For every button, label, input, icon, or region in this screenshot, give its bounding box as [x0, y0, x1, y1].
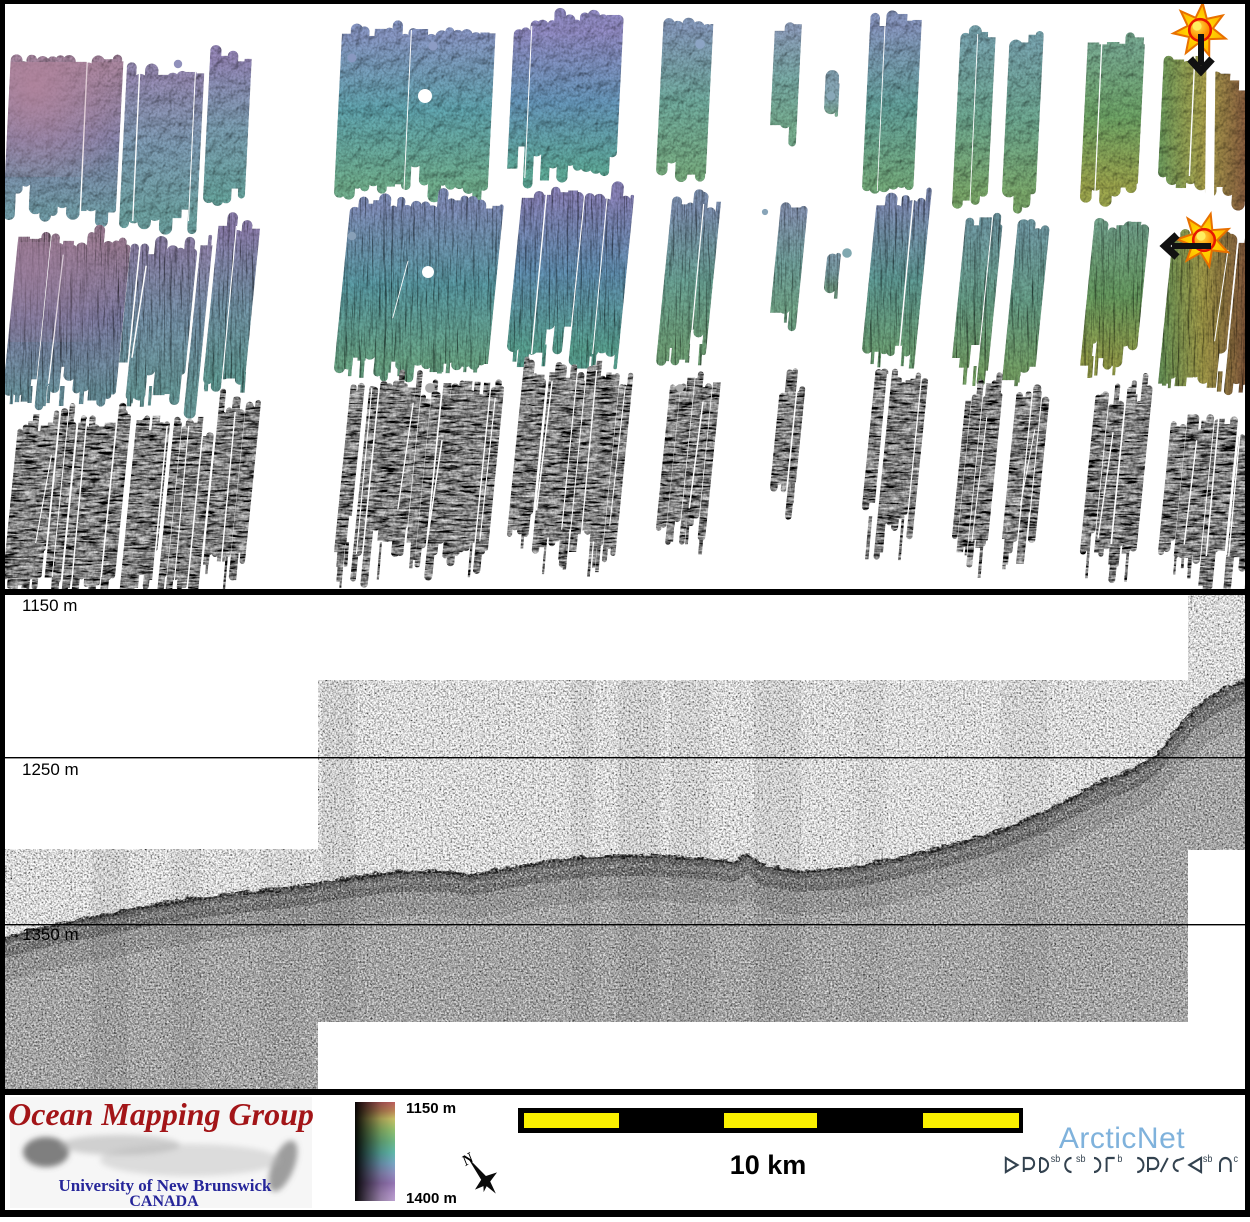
- svg-text:ArcticNet: ArcticNet: [1059, 1122, 1185, 1155]
- svg-text:Ocean Mapping Group: Ocean Mapping Group: [8, 1096, 314, 1132]
- svg-text:10 km: 10 km: [730, 1150, 807, 1180]
- svg-text:1400 m: 1400 m: [406, 1190, 457, 1207]
- svg-text:1150 m: 1150 m: [22, 596, 77, 615]
- svg-text:sb: sb: [1203, 1154, 1213, 1166]
- svg-text:sb: sb: [1051, 1154, 1061, 1166]
- svg-text:1350 m: 1350 m: [22, 925, 79, 944]
- svg-text:c: c: [1234, 1154, 1239, 1166]
- svg-text:b: b: [1117, 1154, 1122, 1166]
- svg-text:University of New Brunswick: University of New Brunswick: [59, 1176, 273, 1195]
- svg-text:1250 m: 1250 m: [22, 760, 79, 779]
- svg-text:CANADA: CANADA: [129, 1193, 199, 1210]
- svg-text:1150 m: 1150 m: [406, 1100, 456, 1117]
- svg-text:sb: sb: [1076, 1154, 1086, 1166]
